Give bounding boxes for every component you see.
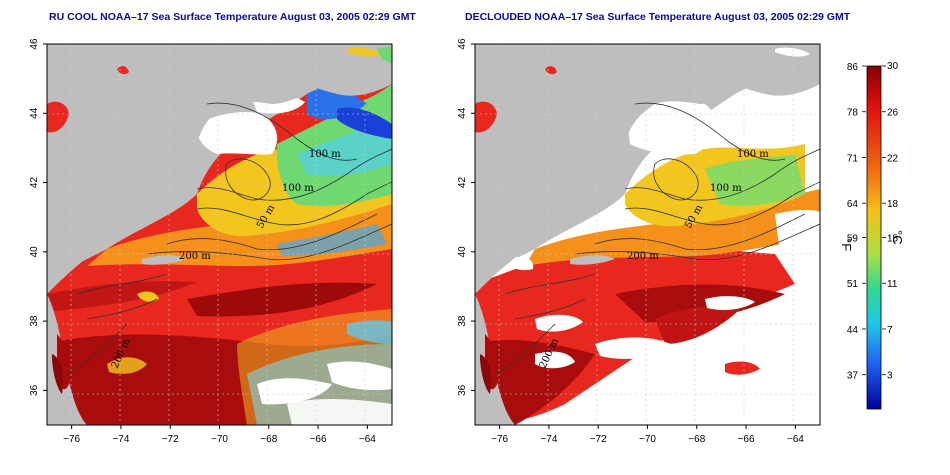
right-contour-label-100m-a: 100 m <box>737 149 769 160</box>
right-contour-label-200m-a: 200 m <box>627 251 659 262</box>
left-grid <box>47 43 392 425</box>
left-map: 100 m 100 m 50 m 200 m 200 m <box>46 43 393 426</box>
fahrenheit-tick-label: 37 <box>847 371 859 382</box>
celsius-tick-label: 15 <box>887 234 899 245</box>
right-lat-tick-label: 46 <box>457 38 468 50</box>
celsius-tick-label: 26 <box>887 108 899 119</box>
right-lat-tick-label: 38 <box>457 315 468 327</box>
celsius-tick-label: 11 <box>887 279 898 290</box>
right-map: 100 m 100 m 50 m 200 m 200 m <box>474 43 821 426</box>
colorbar-gradient <box>866 65 882 410</box>
axis-ticks: −76 −74 −72 −70 −68 −66 −64 36 38 40 42 44 46 −76 −74 −… <box>29 38 804 445</box>
right-grid <box>475 43 820 425</box>
right-lat-tick-label: 36 <box>457 384 468 396</box>
celsius-tick-label: 22 <box>887 153 899 164</box>
fahrenheit-tick-label: 86 <box>847 62 859 73</box>
right-lon-tick-label: −66 <box>738 434 755 445</box>
right-map-title: DECLOUDED NOAA–17 Sea Surface Temperatur… <box>465 11 851 23</box>
fahrenheit-tick-label: 44 <box>847 325 859 336</box>
right-lon-tick-label: −64 <box>787 434 804 445</box>
left-lat-tick-label: 36 <box>29 384 40 396</box>
left-coast <box>47 44 392 294</box>
left-lon-tick-label: −68 <box>260 434 277 445</box>
left-lat-tick-label: 42 <box>29 177 40 189</box>
right-contour-label-100m-b: 100 m <box>710 183 742 194</box>
fahrenheit-unit: °F <box>839 238 854 251</box>
fahrenheit-tick-label: 64 <box>847 199 859 210</box>
fahrenheit-tick-label: 71 <box>847 153 859 164</box>
celsius-tick-label: 18 <box>887 199 899 210</box>
left-lat-tick-label: 44 <box>29 107 40 119</box>
left-lon-tick-label: −76 <box>63 434 80 445</box>
left-lon-tick-label: −66 <box>310 434 327 445</box>
celsius-tick-label: 7 <box>887 325 893 336</box>
colorbar: 30 86 26 78 22 71 18 64 15 59 11 51 7 44 3 37 °F °C <box>839 61 905 410</box>
left-contour-label-100m-a: 100 m <box>309 149 341 160</box>
celsius-unit: °C <box>890 230 905 245</box>
right-lon-tick-label: −74 <box>540 434 557 445</box>
left-lon-tick-label: −74 <box>112 434 129 445</box>
left-map-title: RU COOL NOAA–17 Sea Surface Temperature … <box>49 11 416 23</box>
right-lat-tick-label: 40 <box>457 246 468 258</box>
left-lon-tick-label: −70 <box>211 434 228 445</box>
left-lat-tick-label: 40 <box>29 246 40 258</box>
left-contour-label-200m-a: 200 m <box>179 251 211 262</box>
left-lon-tick-label: −72 <box>162 434 179 445</box>
right-lon-tick-label: −70 <box>639 434 656 445</box>
left-lon-tick-label: −64 <box>359 434 376 445</box>
right-lon-tick-label: −72 <box>590 434 607 445</box>
right-lon-tick-label: −76 <box>491 434 508 445</box>
left-lat-tick-label: 38 <box>29 315 40 327</box>
right-lon-tick-label: −68 <box>688 434 705 445</box>
fahrenheit-tick-label: 59 <box>847 234 859 245</box>
left-lat-tick-label: 46 <box>29 38 40 50</box>
fahrenheit-tick-label: 51 <box>847 279 859 290</box>
left-contour-label-100m-b: 100 m <box>282 183 314 194</box>
right-coast <box>475 44 820 294</box>
celsius-tick-label: 3 <box>887 371 893 382</box>
celsius-tick-label: 30 <box>887 61 899 72</box>
fahrenheit-tick-label: 78 <box>847 108 859 119</box>
right-lat-tick-label: 44 <box>457 107 468 119</box>
right-lat-tick-label: 42 <box>457 177 468 189</box>
